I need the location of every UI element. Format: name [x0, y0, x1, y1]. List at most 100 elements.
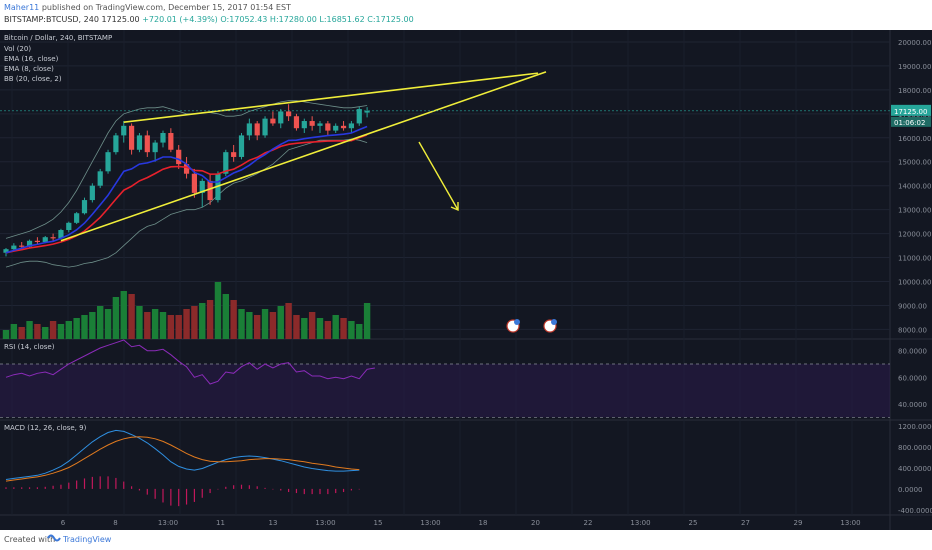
volume-bar: [57, 324, 65, 339]
candle-body: [129, 125, 135, 150]
candle-body: [191, 173, 197, 193]
ema8-line: [5, 125, 368, 254]
macd-tick-label: 0.0000: [898, 486, 923, 494]
volume-bar: [254, 315, 261, 339]
footer: Created with TradingView: [0, 530, 932, 550]
price-tick-label: 15000.00: [898, 159, 931, 167]
tradingview-brand[interactable]: TradingView: [63, 535, 112, 544]
volume-bar: [65, 321, 72, 339]
volume-bar: [151, 309, 159, 339]
candle-body: [113, 135, 119, 153]
volume-bar: [104, 309, 112, 339]
indicator-legend-entry: EMA (8, close): [4, 65, 54, 73]
tradingview-logo-icon: [47, 534, 61, 542]
volume-bar: [261, 309, 269, 339]
price-pane-title: Bitcoin / Dollar, 240, BITSTAMP: [4, 34, 112, 42]
volume-bar: [238, 309, 245, 339]
volume-bar: [34, 324, 41, 339]
time-tick-label: 13:00: [158, 519, 178, 527]
time-tick-label: 29: [794, 519, 803, 527]
candle-body: [223, 152, 229, 174]
candle-body: [152, 142, 158, 153]
candle-body: [136, 135, 143, 150]
candle-body: [348, 123, 354, 129]
candle-body: [262, 118, 268, 136]
volume-bar: [183, 309, 190, 339]
volume-bar: [26, 321, 33, 339]
rsi-tick-label: 40.0000: [898, 401, 927, 409]
chart-canvas[interactable]: 20000.0019000.0018000.0017000.0016000.00…: [0, 30, 932, 530]
volume-bar: [159, 312, 167, 339]
price-tick-label: 14000.00: [898, 183, 931, 191]
volume-bar: [340, 318, 347, 339]
event-marker-badge: [514, 319, 520, 325]
chart-svg[interactable]: 20000.0019000.0018000.0017000.0016000.00…: [0, 30, 932, 530]
price-tick-label: 12000.00: [898, 231, 931, 239]
lower-trendline: [60, 71, 547, 242]
candle-body: [246, 123, 252, 136]
price-tick-label: 11000.00: [898, 255, 931, 263]
volume-bar: [18, 327, 25, 339]
candle-body: [325, 123, 331, 131]
volume-bar: [199, 303, 206, 339]
candle-body: [238, 135, 245, 157]
volume-bar: [42, 327, 49, 339]
candle-body: [3, 249, 9, 253]
candle-body: [160, 133, 166, 143]
high-value: H:17280.00: [269, 15, 317, 24]
upper-trendline: [123, 72, 539, 124]
volume-bar: [2, 330, 10, 339]
macd-tick-label: 800.0000: [898, 444, 931, 452]
macd-tick-label: 1200.0000: [898, 423, 932, 431]
candle-body: [50, 237, 56, 239]
candle-body: [364, 110, 370, 113]
volume-bar: [285, 303, 292, 339]
price-tick-label: 18000.00: [898, 87, 931, 95]
author-link[interactable]: Maher11: [4, 3, 40, 12]
chart-header: Maher11 published on TradingView.com, De…: [0, 0, 932, 30]
candle-body: [105, 152, 111, 172]
countdown-badge: [891, 116, 931, 127]
candle-body: [19, 245, 25, 247]
close-value: C:17125.00: [367, 15, 414, 24]
macd-signal-line: [5, 436, 360, 482]
candle-body: [270, 118, 276, 124]
publication-info: published on TradingView.com, December 1…: [41, 3, 291, 12]
volume-bar: [348, 321, 355, 339]
candle-body: [254, 123, 260, 136]
time-tick-label: 13:00: [630, 519, 650, 527]
created-with-label: Created with: [4, 535, 56, 544]
time-tick-label: 8: [113, 519, 117, 527]
candle-body: [168, 133, 174, 150]
rsi-pane-title: RSI (14, close): [4, 343, 55, 351]
macd-tick-label: -400.0000: [898, 507, 932, 515]
rsi-line: [5, 339, 375, 385]
rsi-band: [0, 364, 890, 418]
price-tick-label: 20000.00: [898, 39, 931, 47]
low-value: L:16851.62: [319, 15, 365, 24]
candle-body: [144, 135, 150, 153]
candle-body: [81, 200, 88, 214]
symbol-label: BITSTAMP:BTCUSD, 240: [4, 15, 99, 24]
candle-body: [183, 164, 190, 174]
time-tick-label: 27: [741, 519, 750, 527]
volume-bar: [222, 294, 229, 339]
macd-pane-title: MACD (12, 26, close, 9): [4, 424, 87, 432]
volume-bar: [308, 312, 316, 339]
candle-body: [293, 116, 300, 129]
last-price-badge: [891, 104, 931, 116]
volume-bar: [332, 315, 339, 339]
candle-body: [231, 152, 237, 157]
volume-bar: [73, 318, 80, 339]
trend-arrow-shaft: [418, 141, 459, 211]
volume-bar: [293, 315, 300, 339]
price-tick-label: 19000.00: [898, 63, 931, 71]
volume-bar: [324, 321, 332, 339]
publication-line: Maher11 published on TradingView.com, De…: [4, 3, 291, 12]
candle-body: [89, 185, 95, 201]
volume-bar: [49, 321, 57, 339]
rsi-tick-label: 60.0000: [898, 374, 927, 382]
indicator-legend-entry: BB (20, close, 2): [4, 75, 62, 83]
time-tick-label: 11: [216, 519, 225, 527]
price-tick-label: 10000.00: [898, 279, 931, 287]
